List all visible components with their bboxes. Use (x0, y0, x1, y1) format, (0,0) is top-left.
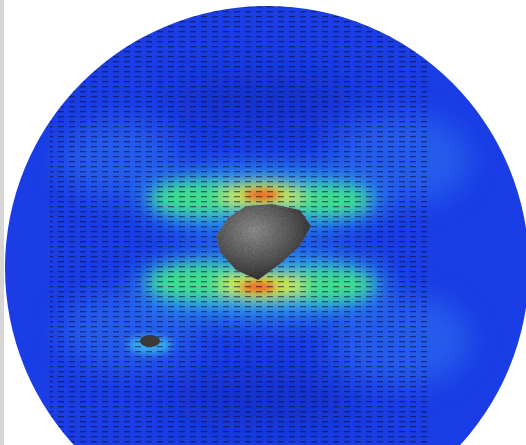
left-edge (0, 0, 4, 445)
field-image (0, 0, 526, 445)
small-particle (140, 335, 160, 347)
